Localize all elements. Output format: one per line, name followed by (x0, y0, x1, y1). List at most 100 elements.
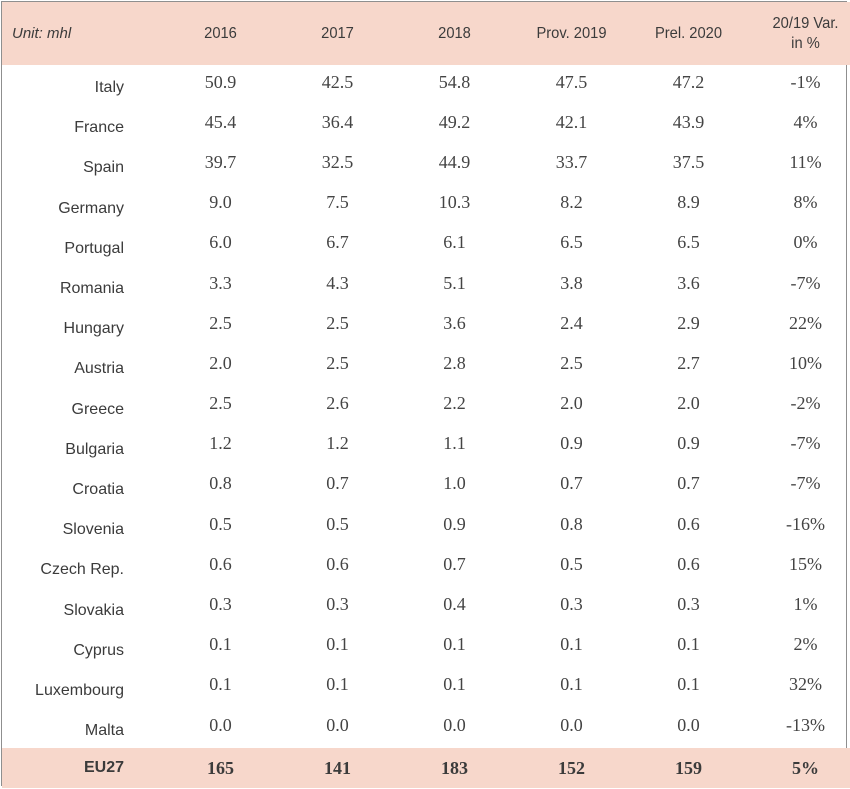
value-cell: 44.9 (438, 151, 471, 172)
variation-cell: -1% (790, 71, 821, 92)
table-row: Romania 3.3 4.3 5.1 3.8 3.6 -7% (2, 266, 850, 306)
value-cell: 0.4 (443, 594, 466, 615)
value-cell: 0.9 (677, 433, 700, 454)
variation-cell: 1% (793, 594, 818, 615)
total-row: EU27 165 141 183 152 159 5% (2, 748, 850, 789)
variation-cell: 2% (793, 634, 818, 655)
value-cell: 2.5 (209, 393, 232, 414)
value-cell: 0.8 (560, 513, 583, 534)
variation-cell: 4% (793, 111, 818, 132)
country-cell: Portugal (64, 239, 124, 257)
value-cell: 0.1 (677, 674, 700, 695)
value-cell: 0.1 (443, 634, 466, 655)
variation-cell: 15% (789, 553, 822, 574)
value-cell: 49.2 (438, 111, 471, 132)
value-cell: 6.5 (560, 232, 583, 253)
variation-cell: -2% (790, 393, 821, 414)
total-label: EU27 (83, 759, 124, 777)
value-cell: 42.1 (555, 111, 588, 132)
variation-header: 20/19 Var. in % (752, 2, 850, 65)
variation-cell: 11% (789, 151, 822, 172)
country-cell: Czech Rep. (40, 561, 124, 579)
value-cell: 2.9 (677, 312, 700, 333)
country-cell: Italy (94, 79, 124, 97)
value-cell: 1.1 (443, 433, 466, 454)
value-cell: 42.5 (321, 71, 354, 92)
value-cell: 6.1 (443, 232, 466, 253)
value-cell: 1.2 (326, 433, 349, 454)
variation-cell: -7% (790, 272, 821, 293)
value-cell: 0.0 (326, 714, 349, 735)
table-row: Hungary 2.5 2.5 3.6 2.4 2.9 22% (2, 306, 850, 346)
column-header: 2017 (321, 24, 354, 42)
value-cell: 0.6 (209, 553, 232, 574)
value-cell: 3.6 (677, 272, 700, 293)
country-cell: Bulgaria (65, 440, 124, 458)
variation-cell: -13% (786, 714, 825, 735)
variation-cell: 10% (789, 352, 822, 373)
table-row: Luxembourg 0.1 0.1 0.1 0.1 0.1 32% (2, 668, 850, 708)
value-cell: 33.7 (555, 151, 588, 172)
value-cell: 2.0 (560, 393, 583, 414)
value-cell: 8.9 (677, 192, 700, 213)
value-cell: 0.5 (560, 553, 583, 574)
value-cell: 54.8 (438, 71, 471, 92)
total-cell: 141 (324, 757, 351, 778)
value-cell: 2.5 (560, 352, 583, 373)
variation-header-line1: 20/19 Var. (772, 14, 839, 32)
table-row: Italy 50.9 42.5 54.8 47.5 47.2 -1% (2, 65, 850, 105)
value-cell: 6.7 (326, 232, 349, 253)
table-row: Austria 2.0 2.5 2.8 2.5 2.7 10% (2, 346, 850, 386)
value-cell: 37.5 (672, 151, 705, 172)
value-cell: 0.8 (209, 473, 232, 494)
value-cell: 39.7 (204, 151, 237, 172)
value-cell: 2.6 (326, 393, 349, 414)
value-cell: 0.6 (677, 513, 700, 534)
value-cell: 0.1 (560, 674, 583, 695)
value-cell: 4.3 (326, 272, 349, 293)
table-row: Portugal 6.0 6.7 6.1 6.5 6.5 0% (2, 226, 850, 266)
value-cell: 2.4 (560, 312, 583, 333)
value-cell: 0.6 (677, 553, 700, 574)
value-cell: 0.1 (560, 634, 583, 655)
total-cell: 165 (207, 757, 234, 778)
total-cell: 183 (441, 757, 468, 778)
country-cell: Slovakia (63, 601, 124, 619)
column-header: 2018 (438, 24, 471, 42)
table-row: Slovakia 0.3 0.3 0.4 0.3 0.3 1% (2, 587, 850, 627)
value-cell: 2.0 (209, 352, 232, 373)
value-cell: 6.0 (209, 232, 232, 253)
value-cell: 0.3 (209, 594, 232, 615)
value-cell: 0.7 (443, 553, 466, 574)
country-cell: Croatia (72, 480, 124, 498)
variation-cell: 32% (789, 674, 822, 695)
value-cell: 0.9 (560, 433, 583, 454)
value-cell: 0.0 (209, 714, 232, 735)
country-cell: Austria (74, 360, 124, 378)
country-cell: Hungary (63, 320, 124, 338)
value-cell: 0.1 (209, 674, 232, 695)
value-cell: 1.0 (443, 473, 466, 494)
value-cell: 0.6 (326, 553, 349, 574)
value-cell: 50.9 (204, 71, 237, 92)
variation-cell: 8% (793, 192, 818, 213)
value-cell: 2.5 (326, 312, 349, 333)
country-cell: Romania (59, 280, 124, 298)
value-cell: 0.3 (326, 594, 349, 615)
variation-cell: -16% (786, 513, 825, 534)
value-cell: 0.1 (326, 674, 349, 695)
value-cell: 0.1 (326, 634, 349, 655)
column-header: Prel. 2020 (654, 24, 723, 42)
country-cell: Slovenia (62, 521, 124, 539)
value-cell: 2.5 (209, 312, 232, 333)
value-cell: 1.2 (209, 433, 232, 454)
value-cell: 0.0 (443, 714, 466, 735)
value-cell: 47.2 (672, 71, 705, 92)
table-row: France 45.4 36.4 49.2 42.1 43.9 4% (2, 105, 850, 145)
variation-cell: 0% (793, 232, 818, 253)
table-row: Czech Rep. 0.6 0.6 0.7 0.5 0.6 15% (2, 547, 850, 587)
table-row: Croatia 0.8 0.7 1.0 0.7 0.7 -7% (2, 467, 850, 507)
table-body: Italy 50.9 42.5 54.8 47.5 47.2 -1% France 45.4 36… (2, 65, 850, 748)
